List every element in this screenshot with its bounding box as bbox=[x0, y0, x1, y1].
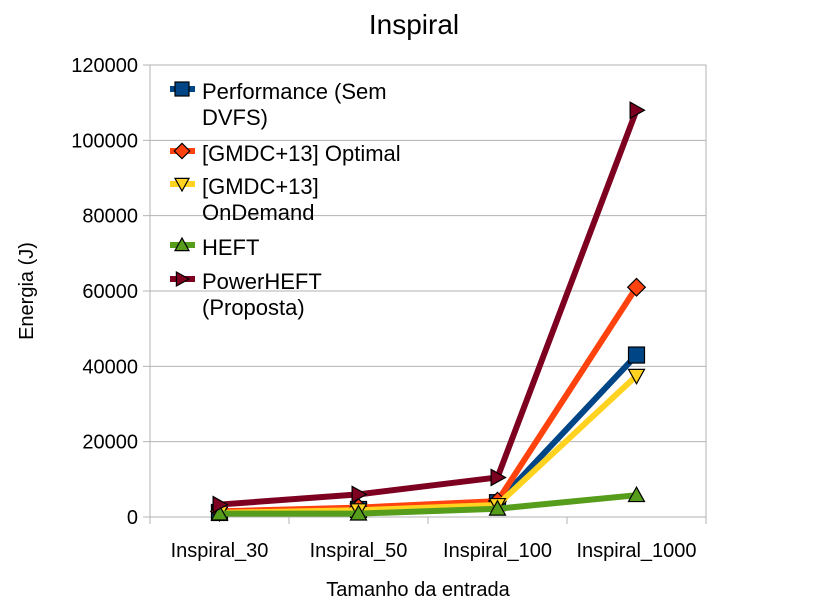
legend-label: [GMDC+13] bbox=[202, 174, 319, 199]
legend-label: [GMDC+13] Optimal bbox=[202, 141, 401, 166]
legend-marker bbox=[173, 177, 191, 193]
x-tick-label: Inspiral_50 bbox=[310, 540, 408, 562]
data-point bbox=[488, 499, 507, 516]
legend-label: OnDemand bbox=[202, 200, 315, 225]
legend-entry-1: [GMDC+13] Optimal bbox=[170, 141, 401, 166]
y-tick-label: 40000 bbox=[82, 356, 138, 378]
series-4 bbox=[212, 101, 646, 514]
series-layer bbox=[209, 101, 647, 523]
x-axis-ticks: Inspiral_30 Inspiral_50 Inspiral_100 Inspir… bbox=[149, 517, 707, 562]
y-tick-label: 120000 bbox=[71, 55, 138, 77]
legend-marker bbox=[173, 142, 191, 160]
legend-label: PowerHEFT bbox=[202, 269, 322, 294]
legend-marker bbox=[173, 236, 191, 252]
chart-title: Inspiral bbox=[369, 9, 459, 40]
data-point bbox=[351, 485, 368, 504]
y-tick-label: 60000 bbox=[82, 281, 138, 303]
data-point bbox=[212, 495, 229, 514]
data-point bbox=[490, 468, 507, 487]
legend-entry-4: PowerHEFT(Proposta) bbox=[170, 269, 322, 320]
series-line bbox=[219, 109, 640, 508]
data-point bbox=[627, 346, 646, 364]
legend-marker bbox=[175, 270, 191, 288]
legend-entry-3: HEFT bbox=[170, 235, 259, 260]
y-tick-label: 20000 bbox=[82, 432, 138, 454]
legend-label: (Proposta) bbox=[202, 295, 305, 320]
legend-label: DVFS) bbox=[202, 105, 268, 130]
x-tick-label: Inspiral_30 bbox=[171, 540, 269, 562]
x-axis-label: Tamanho da entrada bbox=[326, 579, 510, 601]
y-tick-label: 0 bbox=[127, 507, 138, 529]
legend-label: HEFT bbox=[202, 235, 259, 260]
series-line bbox=[219, 285, 640, 515]
y-axis-ticks: 0 20000 40000 60000 80000 100000 120000 bbox=[71, 55, 150, 529]
data-point bbox=[627, 368, 646, 385]
series-line bbox=[219, 492, 637, 517]
x-tick-label: Inspiral_1000 bbox=[576, 540, 696, 562]
series-line bbox=[219, 373, 639, 516]
y-tick-label: 100000 bbox=[71, 130, 138, 152]
data-point bbox=[349, 504, 368, 521]
data-point bbox=[629, 101, 646, 120]
data-point bbox=[626, 277, 647, 297]
legend-marker bbox=[174, 81, 190, 97]
y-tick-label: 80000 bbox=[82, 206, 138, 228]
data-point bbox=[627, 485, 646, 503]
y-axis-label: Energia (J) bbox=[16, 242, 38, 340]
x-tick-label: Inspiral_100 bbox=[443, 540, 552, 562]
legend-entry-2: [GMDC+13]OnDemand bbox=[170, 174, 319, 225]
data-point bbox=[210, 504, 229, 521]
legend-label: Performance (Sem bbox=[202, 79, 387, 104]
series-3 bbox=[210, 485, 646, 521]
